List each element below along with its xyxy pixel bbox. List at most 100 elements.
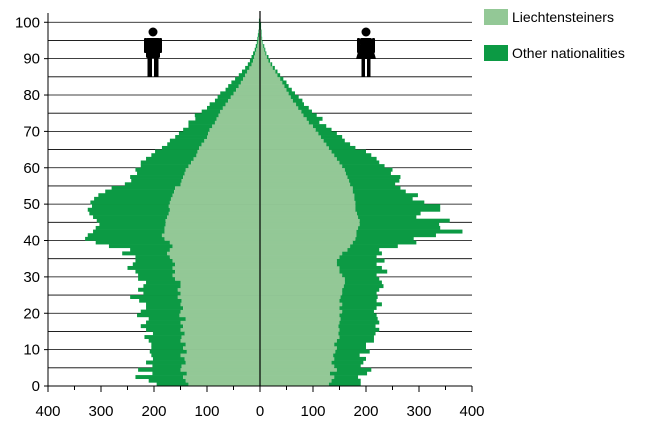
bar-female-other	[350, 244, 398, 249]
bar-male-other	[98, 193, 173, 198]
bar-female-other	[334, 356, 366, 361]
bar-male-other	[137, 171, 185, 176]
bar-male-liechtensteiners	[180, 291, 260, 296]
bar-male-other	[257, 36, 259, 41]
bar-female-liechtensteiners	[260, 145, 329, 150]
bar-female-liechtensteiners	[260, 247, 348, 252]
bar-male-liechtensteiners	[183, 175, 260, 179]
bar-male-liechtensteiners	[170, 196, 260, 201]
bar-male-other	[228, 84, 239, 89]
bar-female-other	[343, 284, 384, 289]
bar-female-liechtensteiners	[260, 51, 266, 56]
bar-female-liechtensteiners	[260, 338, 337, 343]
bar-female-other	[303, 113, 317, 118]
bar-female-liechtensteiners	[260, 178, 350, 183]
bar-female-liechtensteiners	[260, 295, 341, 300]
bar-female-liechtensteiners	[260, 189, 353, 194]
bar-male-liechtensteiners	[172, 265, 260, 270]
bar-female-other	[270, 62, 273, 67]
y-tick-label: 40	[23, 233, 40, 250]
bar-male-other	[146, 156, 194, 161]
bar-female-liechtensteiners	[260, 375, 335, 380]
bar-female-liechtensteiners	[260, 124, 313, 129]
bar-female-liechtensteiners	[260, 135, 321, 139]
bar-female-liechtensteiners	[260, 240, 353, 245]
bar-female-other	[268, 58, 271, 63]
bar-male-liechtensteiners	[164, 229, 260, 234]
bar-male-other	[241, 69, 248, 74]
bar-female-other	[339, 320, 380, 325]
bar-male-liechtensteiners	[233, 91, 260, 96]
bar-female-liechtensteiners	[260, 156, 337, 161]
bar-female-liechtensteiners	[260, 196, 355, 201]
bar-male-liechtensteiners	[184, 356, 260, 361]
y-tick-label: 20	[23, 305, 40, 322]
bar-female-other	[315, 127, 332, 132]
bar-female-liechtensteiners	[260, 105, 299, 110]
bar-male-other	[135, 255, 170, 259]
bar-female-other	[331, 149, 366, 154]
bar-male-other	[139, 298, 182, 303]
bar-male-other	[127, 265, 173, 270]
bar-female-other	[329, 371, 368, 376]
bar-female-liechtensteiners	[260, 47, 265, 52]
bar-female-other	[356, 229, 463, 234]
bar-female-liechtensteiners	[260, 251, 343, 256]
bar-male-other	[209, 102, 226, 107]
bar-female-other	[334, 342, 366, 347]
bar-female-other	[339, 335, 374, 340]
bar-female-other	[352, 189, 406, 194]
bar-female-other	[318, 131, 337, 136]
bar-male-liechtensteiners	[161, 233, 260, 238]
bar-female-liechtensteiners	[260, 98, 293, 103]
bar-male-liechtensteiners	[185, 167, 260, 172]
bar-male-liechtensteiners	[208, 131, 260, 136]
female-icon	[356, 27, 376, 77]
bar-male-liechtensteiners	[228, 98, 260, 103]
bar-male-other	[151, 342, 186, 347]
bar-male-liechtensteiners	[181, 335, 260, 340]
bar-male-other	[138, 367, 181, 372]
bar-female-liechtensteiners	[260, 273, 343, 278]
bar-male-other	[238, 73, 246, 78]
bar-female-other	[358, 215, 417, 219]
bar-female-other	[282, 80, 287, 85]
bar-male-other	[140, 324, 184, 329]
bar-male-liechtensteiners	[180, 182, 260, 187]
legend-swatch-liechtensteiners	[484, 9, 508, 25]
bar-male-other	[146, 280, 181, 285]
bar-female-liechtensteiners	[260, 164, 343, 169]
bar-female-other	[301, 109, 312, 114]
bar-female-other	[352, 240, 417, 245]
bar-male-other	[194, 113, 219, 118]
bar-female-liechtensteiners	[260, 80, 283, 85]
bar-female-liechtensteiners	[260, 200, 356, 205]
bar-male-liechtensteiners	[251, 62, 260, 67]
bar-female-liechtensteiners	[260, 102, 297, 107]
bar-male-liechtensteiners	[193, 156, 260, 161]
bar-female-other	[298, 105, 309, 110]
bar-male-other	[217, 95, 231, 99]
legend-swatch-other-nationalities	[484, 45, 508, 61]
bar-male-other	[89, 211, 169, 216]
bar-female-liechtensteiners	[260, 276, 345, 281]
bar-male-liechtensteiners	[243, 76, 260, 81]
bar-male-liechtensteiners	[218, 113, 260, 118]
bar-female-liechtensteiners	[260, 87, 287, 92]
bar-male-other	[169, 138, 205, 143]
bar-male-other	[130, 295, 178, 300]
bar-male-other	[96, 218, 166, 223]
bar-female-liechtensteiners	[260, 218, 360, 223]
bar-female-other	[338, 331, 376, 336]
y-tick-label: 100	[15, 14, 40, 31]
bar-female-liechtensteiners	[260, 258, 337, 263]
bar-female-liechtensteiners	[260, 69, 276, 74]
y-tick-label: 30	[23, 269, 40, 286]
x-tick-label: 200	[353, 403, 378, 420]
bar-female-liechtensteiners	[260, 62, 271, 67]
bar-male-other	[144, 335, 182, 340]
bar-female-liechtensteiners	[260, 116, 307, 121]
bar-male-other	[258, 25, 260, 30]
bar-male-liechtensteiners	[184, 331, 260, 336]
